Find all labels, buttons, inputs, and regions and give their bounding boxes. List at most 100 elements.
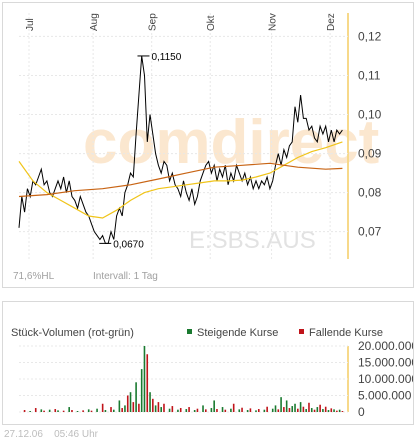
volume-bar — [76, 411, 79, 412]
volume-bar — [124, 405, 126, 412]
volume-bar — [152, 398, 154, 412]
y-tick-label: 0,10 — [358, 108, 382, 122]
symbol-watermark: E:SBS.AUS — [189, 227, 316, 254]
y-tick-label: 20.000.000 — [358, 339, 413, 353]
legend-swatch-rising — [187, 329, 192, 334]
volume-chart: Stück-Volumen (rot-grün) Steigende Kurse F… — [11, 327, 413, 419]
volume-bar — [135, 382, 137, 412]
volume-bar — [216, 409, 218, 412]
volume-bar — [224, 409, 227, 412]
volume-bar — [193, 410, 196, 412]
volume-bar — [202, 405, 204, 412]
volume-bar — [132, 402, 135, 412]
volume-bar — [324, 406, 327, 412]
price-chart-panel: comdirect E:SBS.AUS 0,12 0,11 0,10 0,09 0,08 0,… — [2, 2, 414, 288]
volume-bar — [112, 409, 115, 412]
volume-bar — [143, 346, 146, 412]
series-line-1 — [18, 55, 343, 244]
volume-bar — [126, 395, 129, 412]
y-tick-label: 0,09 — [358, 147, 382, 161]
volume-bar — [302, 406, 305, 412]
volume-bar — [68, 407, 70, 412]
legend-label-falling: Fallende Kurse — [309, 327, 383, 339]
volume-title: Stück-Volumen (rot-grün) — [11, 327, 134, 339]
volume-bar — [283, 407, 285, 412]
volume-bar — [285, 400, 288, 412]
y-tick-label: 10.000.000 — [358, 372, 413, 386]
volume-bar — [313, 409, 316, 412]
y-tick-label: 0,08 — [358, 186, 382, 200]
y-tick-label: 0 — [358, 405, 365, 419]
volume-bar — [163, 403, 165, 412]
volume-bar — [87, 409, 90, 412]
volume-bar — [221, 407, 224, 412]
footer-date-text: 27.12.06 — [4, 429, 43, 440]
volume-bar — [110, 407, 112, 412]
volume-bar — [149, 392, 151, 412]
volume-bar — [57, 410, 59, 412]
legend-label-rising: Steigende Kurse — [197, 327, 278, 339]
volume-bar — [154, 405, 157, 412]
series-line-2 — [18, 141, 343, 219]
volume-bar — [330, 408, 333, 412]
x-tick-label: Sep — [148, 13, 159, 31]
y-tick-label: 5.000.000 — [358, 389, 412, 403]
volume-bar — [185, 409, 188, 412]
volume-bar — [118, 400, 121, 412]
volume-bar — [104, 410, 107, 412]
footer-time-text: 05:46 Uhr — [54, 429, 98, 440]
x-tick-label: Jul — [25, 18, 36, 31]
volume-bar — [54, 409, 57, 412]
volume-bar — [319, 404, 321, 412]
volume-bar — [297, 408, 299, 412]
volume-bar — [171, 406, 174, 412]
series-line-3 — [18, 162, 343, 198]
volume-bar — [146, 354, 149, 412]
volume-bar — [341, 411, 344, 412]
volume-bar — [257, 409, 260, 412]
volume-bar — [210, 408, 213, 412]
volume-bar — [129, 392, 132, 412]
volume-bar — [310, 408, 313, 412]
volume-bar — [274, 405, 277, 412]
y-tick-label: 15.000.000 — [358, 356, 413, 370]
x-tick-label: Dez — [326, 13, 337, 31]
volume-bar — [205, 409, 207, 412]
volume-bar — [241, 407, 243, 412]
range-text: 71,6%HL — [13, 271, 55, 282]
volume-bar — [29, 411, 31, 412]
volume-bar — [96, 408, 98, 412]
volume-bar — [327, 410, 330, 412]
volume-chart-panel: Stück-Volumen (rot-grün) Steigende Kurse F… — [2, 301, 414, 425]
volume-bar — [336, 410, 338, 412]
volume-bar — [246, 410, 249, 412]
volume-bar — [179, 408, 182, 412]
volume-bar — [138, 403, 140, 412]
volume-bar — [280, 397, 282, 412]
high-annotation: 0,1150 — [151, 52, 181, 63]
volume-bar — [338, 409, 341, 412]
volume-bar — [71, 410, 73, 412]
interval-text: Intervall: 1 Tag — [93, 271, 158, 282]
volume-bar — [168, 408, 171, 412]
volume-bar — [160, 407, 162, 412]
volume-bar — [322, 409, 324, 412]
volume-bar — [82, 410, 84, 412]
y-tick-label: 0,12 — [358, 29, 382, 43]
volume-bar — [196, 408, 199, 412]
volume-bar — [23, 410, 26, 412]
volume-bar — [232, 403, 235, 412]
volume-bar — [288, 408, 291, 412]
volume-bar — [40, 409, 43, 412]
x-tick-label: Okt — [206, 15, 217, 31]
low-annotation: 0,0670 — [113, 239, 144, 250]
volume-bar — [316, 407, 319, 412]
volume-bar — [305, 409, 307, 412]
volume-bar — [266, 406, 268, 412]
legend-swatch-falling — [299, 329, 304, 334]
volume-bar — [101, 403, 104, 412]
volume-bar — [291, 406, 294, 412]
volume-bar — [238, 409, 241, 412]
y-tick-label: 0,07 — [358, 225, 382, 239]
volume-bar — [308, 402, 310, 412]
